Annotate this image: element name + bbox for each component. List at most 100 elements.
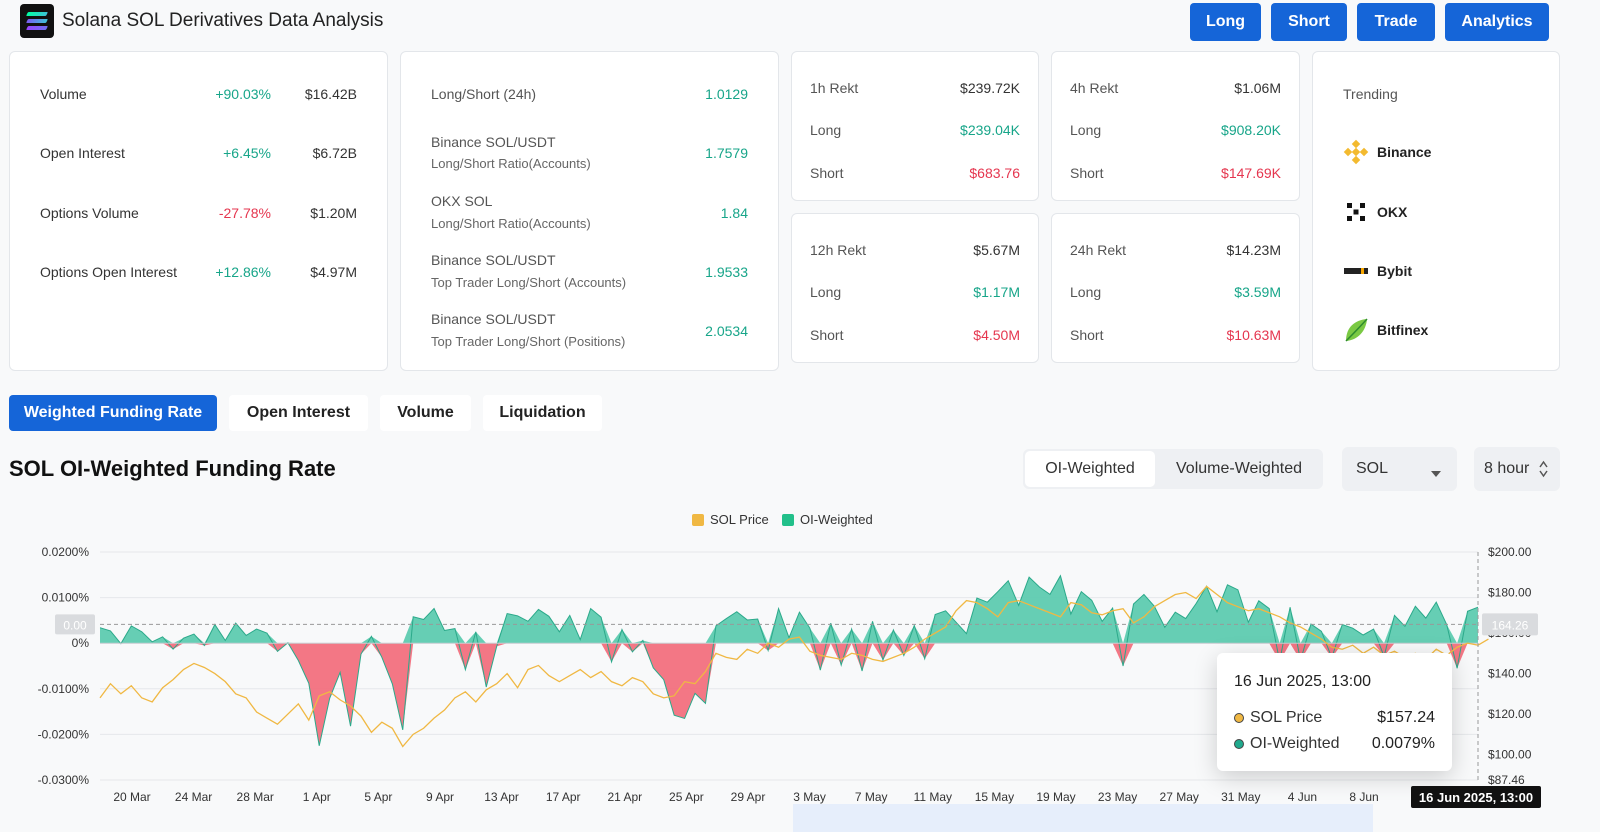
trending-name: Bybit: [1377, 263, 1412, 279]
x-tick-label: 11 May: [914, 790, 952, 804]
rekt-title: 24h Rekt: [1070, 242, 1127, 258]
stat-change-volume: +90.03%: [215, 86, 271, 102]
stat-value-options-oi: $4.97M: [310, 264, 357, 280]
legend-oi-weighted[interactable]: OI-Weighted: [782, 512, 873, 527]
y-right-tick-label: $100.00: [1488, 748, 1532, 762]
y-left-tick-label: -0.0100%: [38, 682, 90, 696]
rekt-long-value: $908.20K: [1221, 122, 1281, 138]
bitfinex-icon: [1343, 317, 1369, 343]
ratio-value-okx: 1.84: [720, 205, 748, 221]
x-tick-label: 4 Jun: [1288, 790, 1317, 804]
ratio-value-24h: 1.0129: [705, 86, 748, 102]
rekt-short-label: Short: [810, 327, 844, 343]
tooltip-row-value: 0.0079%: [1371, 735, 1435, 752]
rekt-title: 1h Rekt: [810, 80, 859, 96]
y-right-tick-label: $120.00: [1488, 707, 1532, 721]
y-right-tick-label: $140.00: [1488, 667, 1532, 681]
rekt-card-12h: 12h Rekt $5.67M Long $1.17M Short $4.50M: [791, 213, 1039, 363]
x-tick-label: 17 Apr: [546, 790, 581, 804]
x-tick-label: 31 May: [1221, 790, 1260, 804]
ratio-label-binance-top-positions: Binance SOL/USDT: [431, 311, 556, 327]
rekt-long-label: Long: [1070, 284, 1102, 300]
rekt-title: 4h Rekt: [1070, 80, 1119, 96]
volume-weighted-option[interactable]: Volume-Weighted: [1176, 460, 1302, 477]
y-right-tick-label: $180.00: [1488, 586, 1532, 600]
stat-value-volume: $16.42B: [304, 86, 357, 102]
x-tick-label: 19 May: [1036, 790, 1075, 804]
tooltip-row-sol-price: SOL Price: [1234, 709, 1322, 727]
nav-trade-button[interactable]: Trade: [1357, 3, 1435, 41]
x-tick-label: 27 May: [1160, 790, 1199, 804]
tooltip-row-oi-weighted: OI-Weighted: [1234, 735, 1340, 753]
rekt-total: $1.06M: [1234, 80, 1281, 96]
y-right-tick-label: $87.46: [1488, 773, 1525, 787]
tooltip-row-label: OI-Weighted: [1250, 735, 1340, 752]
stat-change-open-interest: +6.45%: [223, 145, 271, 161]
ratio-value-binance-accounts: 1.7579: [705, 145, 748, 161]
x-tick-label: 21 Apr: [607, 790, 642, 804]
stat-value-options-volume: $1.20M: [310, 205, 357, 221]
tab-open-interest[interactable]: Open Interest: [229, 395, 368, 431]
y-left-tick-label: 0%: [72, 636, 90, 650]
section-title: SOL OI-Weighted Funding Rate: [9, 456, 336, 481]
tab-liquidation[interactable]: Liquidation: [483, 395, 602, 431]
nav-analytics-button[interactable]: Analytics: [1445, 3, 1549, 41]
x-tick-label: 3 May: [793, 790, 826, 804]
binance-icon: [1343, 139, 1369, 165]
ratios-card: Long/Short (24h) 1.0129 Binance SOL/USDT…: [400, 51, 779, 371]
rekt-long-label: Long: [1070, 122, 1102, 138]
tab-weighted-funding-rate[interactable]: Weighted Funding Rate: [9, 395, 217, 431]
trending-item-okx[interactable]: OKX: [1343, 199, 1407, 225]
y-left-tick-label: -0.0200%: [38, 727, 90, 741]
stats-card: Volume +90.03% $16.42B Open Interest +6.…: [9, 51, 388, 371]
ratio-sub-binance-accounts: Long/Short Ratio(Accounts): [431, 156, 591, 171]
interval-select[interactable]: 8 hour: [1474, 447, 1560, 491]
symbol-select-value: SOL: [1356, 460, 1389, 477]
legend-swatch: [692, 513, 704, 526]
rekt-short-value: $10.63M: [1226, 327, 1281, 343]
y-left-tick-label: 0.0100%: [42, 591, 90, 605]
rekt-long-value: $239.04K: [960, 122, 1020, 138]
ratio-sub-binance-top-positions: Top Trader Long/Short (Positions): [431, 334, 626, 349]
x-tick-label: 9 Apr: [426, 790, 454, 804]
rekt-total: $239.72K: [960, 80, 1020, 96]
symbol-select[interactable]: SOL: [1342, 447, 1457, 491]
tooltip-date: 16 Jun 2025, 13:00: [1234, 673, 1372, 690]
trending-item-bitfinex[interactable]: Bitfinex: [1343, 317, 1428, 343]
rekt-card-4h: 4h Rekt $1.06M Long $908.20K Short $147.…: [1051, 51, 1300, 201]
tab-volume[interactable]: Volume: [380, 395, 471, 431]
x-tick-label: 25 Apr: [669, 790, 704, 804]
crosshair-date-badge: 16 Jun 2025, 13:00: [1411, 786, 1541, 808]
trending-name: Binance: [1377, 144, 1432, 160]
solana-logo-icon: [20, 4, 54, 38]
ratio-value-binance-top-positions: 2.0534: [705, 323, 748, 339]
chevron-down-icon: [1431, 464, 1441, 482]
tooltip-row-value: $157.24: [1377, 709, 1435, 726]
legend-label: OI-Weighted: [800, 512, 873, 527]
legend-sol-price[interactable]: SOL Price: [692, 512, 769, 527]
rekt-short-label: Short: [1070, 165, 1104, 181]
rekt-short-value: $683.76: [969, 165, 1020, 181]
crosshair-right-label-bg: [1482, 613, 1538, 636]
trending-title: Trending: [1343, 86, 1398, 102]
rekt-long-label: Long: [810, 284, 842, 300]
stat-label-options-volume: Options Volume: [40, 205, 139, 221]
nav-long-button[interactable]: Long: [1190, 3, 1261, 41]
rekt-short-value: $147.69K: [1221, 165, 1281, 181]
stat-label-volume: Volume: [40, 86, 87, 102]
x-tick-label: 24 Mar: [175, 790, 212, 804]
ratio-label-24h: Long/Short (24h): [431, 86, 537, 102]
rekt-short-label: Short: [810, 165, 844, 181]
rekt-total: $14.23M: [1226, 242, 1281, 258]
x-tick-label: 23 May: [1098, 790, 1137, 804]
oi-weighted-option[interactable]: OI-Weighted: [1025, 451, 1155, 487]
stat-change-options-oi: +12.86%: [215, 264, 271, 280]
chart-zoom-range[interactable]: [793, 804, 1373, 832]
rekt-short-value: $4.50M: [973, 327, 1020, 343]
rekt-long-label: Long: [810, 122, 842, 138]
trending-item-binance[interactable]: Binance: [1343, 139, 1431, 165]
rekt-short-label: Short: [1070, 327, 1104, 343]
nav-short-button[interactable]: Short: [1271, 3, 1347, 41]
trending-card: Trending Binance OKX Bybit Bitfinex: [1312, 51, 1560, 371]
trending-item-bybit[interactable]: Bybit: [1343, 258, 1412, 284]
